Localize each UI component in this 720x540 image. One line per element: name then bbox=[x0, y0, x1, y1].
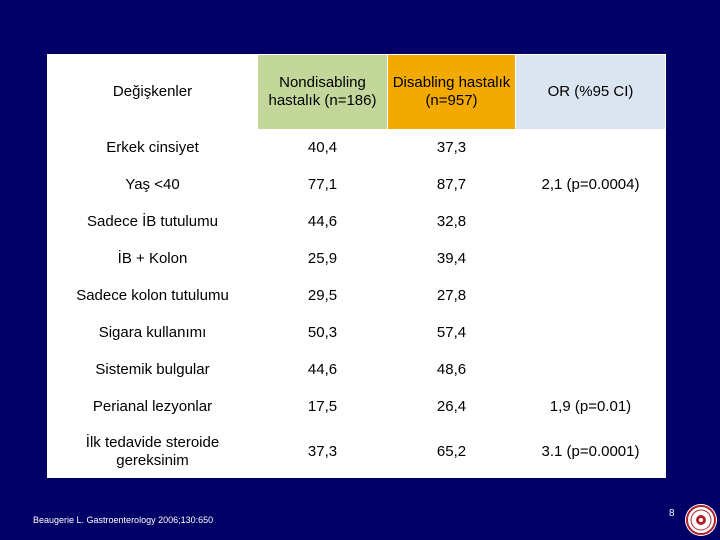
nondisabling-value: 50,3 bbox=[257, 314, 388, 352]
table-row: Perianal lezyonlar 17,5 26,4 1,9 (p=0.01) bbox=[47, 388, 666, 426]
odds-ratio-value: 1,9 (p=0.01) bbox=[515, 388, 666, 426]
disabling-value: 57,4 bbox=[387, 314, 516, 352]
nondisabling-value: 37,3 bbox=[257, 425, 388, 478]
disabling-value: 32,8 bbox=[387, 203, 516, 241]
table-row: Sadece kolon tutulumu 29,5 27,8 bbox=[47, 277, 666, 315]
table-row: İlk tedavide steroide gereksinim 37,3 65,2… bbox=[47, 425, 666, 478]
table-row: Yaş <40 77,1 87,7 2,1 (p=0.0004) bbox=[47, 166, 666, 204]
nondisabling-value: 77,1 bbox=[257, 166, 388, 204]
header-variables: Değişkenler bbox=[47, 54, 258, 130]
row-label: İlk tedavide steroide gereksinim bbox=[47, 425, 258, 478]
odds-ratio-value bbox=[515, 240, 666, 278]
disabling-value: 87,7 bbox=[387, 166, 516, 204]
row-label: Sistemik bulgular bbox=[47, 351, 258, 389]
odds-ratio-value: 2,1 (p=0.0004) bbox=[515, 166, 666, 204]
table-row: Sigara kullanımı 50,3 57,4 bbox=[47, 314, 666, 352]
odds-ratio-value bbox=[515, 203, 666, 241]
table-row: İB + Kolon 25,9 39,4 bbox=[47, 240, 666, 278]
nondisabling-value: 44,6 bbox=[257, 203, 388, 241]
row-label: Yaş <40 bbox=[47, 166, 258, 204]
row-label: Sadece kolon tutulumu bbox=[47, 277, 258, 315]
nondisabling-value: 25,9 bbox=[257, 240, 388, 278]
disabling-value: 48,6 bbox=[387, 351, 516, 389]
nondisabling-value: 44,6 bbox=[257, 351, 388, 389]
disabling-value: 39,4 bbox=[387, 240, 516, 278]
odds-ratio-value: 3.1 (p=0.0001) bbox=[515, 425, 666, 478]
disabling-value: 26,4 bbox=[387, 388, 516, 426]
nondisabling-value: 40,4 bbox=[257, 129, 388, 167]
nondisabling-value: 17,5 bbox=[257, 388, 388, 426]
odds-ratio-value bbox=[515, 129, 666, 167]
nondisabling-value: 29,5 bbox=[257, 277, 388, 315]
table-row: Sadece İB tutulumu 44,6 32,8 bbox=[47, 203, 666, 241]
data-table: Değişkenler Nondisabling hastalık (n=186… bbox=[47, 54, 666, 478]
row-label: Sigara kullanımı bbox=[47, 314, 258, 352]
header-disabling: Disabling hastalık (n=957) bbox=[387, 54, 516, 130]
row-label: Sadece İB tutulumu bbox=[47, 203, 258, 241]
header-nondisabling: Nondisabling hastalık (n=186) bbox=[257, 54, 388, 130]
disabling-value: 37,3 bbox=[387, 129, 516, 167]
table-row: Sistemik bulgular 44,6 48,6 bbox=[47, 351, 666, 389]
university-seal-icon bbox=[685, 504, 717, 536]
header-odds-ratio: OR (%95 CI) bbox=[515, 54, 666, 130]
disabling-value: 27,8 bbox=[387, 277, 516, 315]
row-label: Erkek cinsiyet bbox=[47, 129, 258, 167]
odds-ratio-value bbox=[515, 351, 666, 389]
odds-ratio-value bbox=[515, 277, 666, 315]
odds-ratio-value bbox=[515, 314, 666, 352]
row-label: İB + Kolon bbox=[47, 240, 258, 278]
row-label: Perianal lezyonlar bbox=[47, 388, 258, 426]
page-number: 8 bbox=[669, 508, 675, 519]
table-row: Erkek cinsiyet 40,4 37,3 bbox=[47, 129, 666, 167]
table-header-row: Değişkenler Nondisabling hastalık (n=186… bbox=[47, 54, 666, 130]
disabling-value: 65,2 bbox=[387, 425, 516, 478]
reference-citation: Beaugerie L. Gastroenterology 2006;130:6… bbox=[33, 515, 214, 525]
